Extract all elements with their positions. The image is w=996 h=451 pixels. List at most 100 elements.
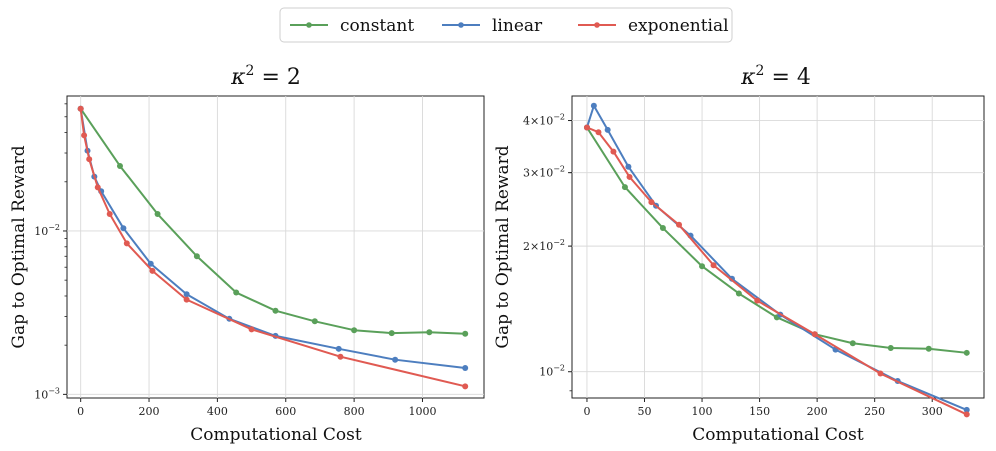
data-point [248, 326, 255, 333]
data-point [595, 129, 602, 136]
data-point [272, 307, 279, 314]
legend-frame [279, 7, 733, 43]
series-linear [583, 102, 970, 413]
chart-title: κ2 = 4 [740, 63, 811, 90]
data-point [462, 330, 469, 337]
data-point [149, 267, 156, 274]
title-superscript: 2 [756, 63, 765, 79]
data-point [120, 225, 127, 232]
data-point [462, 364, 469, 371]
data-point [604, 126, 611, 133]
data-point [735, 290, 742, 297]
data-point [123, 240, 130, 247]
y-tick-exp: −2 [553, 238, 565, 247]
series-constant [583, 124, 970, 356]
x-tick-label: 400 [207, 405, 228, 418]
data-point [337, 353, 344, 360]
data-point [648, 199, 655, 206]
data-point [106, 211, 113, 218]
title-value: = 4 [764, 65, 810, 90]
y-tick-base: 3×10 [523, 167, 553, 180]
data-point [925, 345, 932, 352]
data-point [811, 331, 818, 338]
series-line-linear [79, 108, 466, 369]
y-tick-label: 3×10−2 [523, 165, 565, 180]
data-point [183, 296, 190, 303]
y-axis-label: Gap to Optimal Reward [9, 145, 29, 348]
data-point [233, 289, 240, 296]
plot-area [571, 95, 985, 399]
data-point [388, 330, 395, 337]
data-point [963, 349, 970, 356]
data-point [94, 184, 101, 191]
legend-item-exponential: exponential [578, 16, 729, 36]
data-point [311, 318, 318, 325]
y-tick-base: 4×10 [523, 115, 553, 128]
legend-item-constant: constant [290, 16, 414, 36]
data-point [351, 327, 358, 334]
y-tick-label: 10−2 [34, 223, 60, 238]
y-tick-base: 10 [34, 388, 48, 401]
data-point [77, 105, 84, 112]
y-tick-label: 4×10−2 [523, 113, 565, 128]
data-point [147, 260, 154, 267]
legend-marker [458, 22, 464, 28]
x-tick-label: 50 [638, 405, 652, 418]
y-tick-base: 10 [34, 225, 48, 238]
y-tick-label: 2×10−2 [523, 238, 565, 253]
data-point [626, 173, 633, 180]
y-axis-label: Gap to Optimal Reward [493, 145, 513, 348]
data-point [590, 102, 597, 109]
chart-panel-kappa2-4: κ2 = 4 0 50 100 150 200 250 30010−22×10−23×10−… [493, 63, 985, 445]
data-point [676, 221, 683, 228]
legend-marker [306, 22, 312, 28]
y-tick-exp: −2 [48, 223, 60, 232]
data-point [849, 340, 856, 347]
data-point [426, 329, 433, 336]
data-point [116, 162, 123, 169]
x-axis-label: Computational Cost [692, 425, 864, 445]
legend-item-linear: linear [442, 16, 543, 36]
chart-title: κ2 = 2 [230, 63, 301, 90]
y-tick-exp: −2 [553, 165, 565, 174]
legend-marker [594, 22, 600, 28]
legend-label: exponential [628, 16, 729, 36]
y-tick-exp: −2 [553, 364, 565, 373]
data-point [963, 411, 970, 418]
y-tick-exp: −3 [48, 386, 60, 395]
legend: constant linear exponential [279, 7, 733, 43]
data-point [625, 163, 632, 170]
y-tick-exp: −2 [553, 113, 565, 122]
data-point [193, 253, 200, 260]
data-point [963, 406, 970, 413]
y-tick-base: 10 [539, 366, 553, 379]
series-linear [77, 105, 469, 371]
x-tick-label: 200 [807, 405, 828, 418]
y-tick-label: 10−3 [34, 386, 60, 401]
data-point [621, 184, 628, 191]
title-value: = 2 [254, 65, 300, 90]
x-tick-label: 250 [864, 405, 885, 418]
series-line-linear [586, 104, 968, 411]
data-point [659, 225, 666, 232]
x-tick-label: 100 [692, 405, 713, 418]
data-point [183, 291, 190, 298]
series-constant [77, 105, 469, 337]
data-point [392, 356, 399, 363]
x-tick-label: 800 [344, 405, 365, 418]
x-tick-label: 0 [583, 405, 590, 418]
y-tick-label: 10−2 [539, 364, 565, 379]
data-point [610, 148, 617, 155]
series-exponential [583, 124, 970, 418]
data-point [86, 156, 93, 163]
x-tick-label: 300 [922, 405, 943, 418]
x-tick-label: 600 [275, 405, 296, 418]
x-tick-label: 0 [77, 405, 84, 418]
data-point [583, 124, 590, 131]
data-point [81, 132, 88, 139]
data-point [462, 383, 469, 390]
title-symbol: κ [230, 65, 246, 90]
x-tick-label: 200 [139, 405, 160, 418]
data-point [335, 345, 342, 352]
